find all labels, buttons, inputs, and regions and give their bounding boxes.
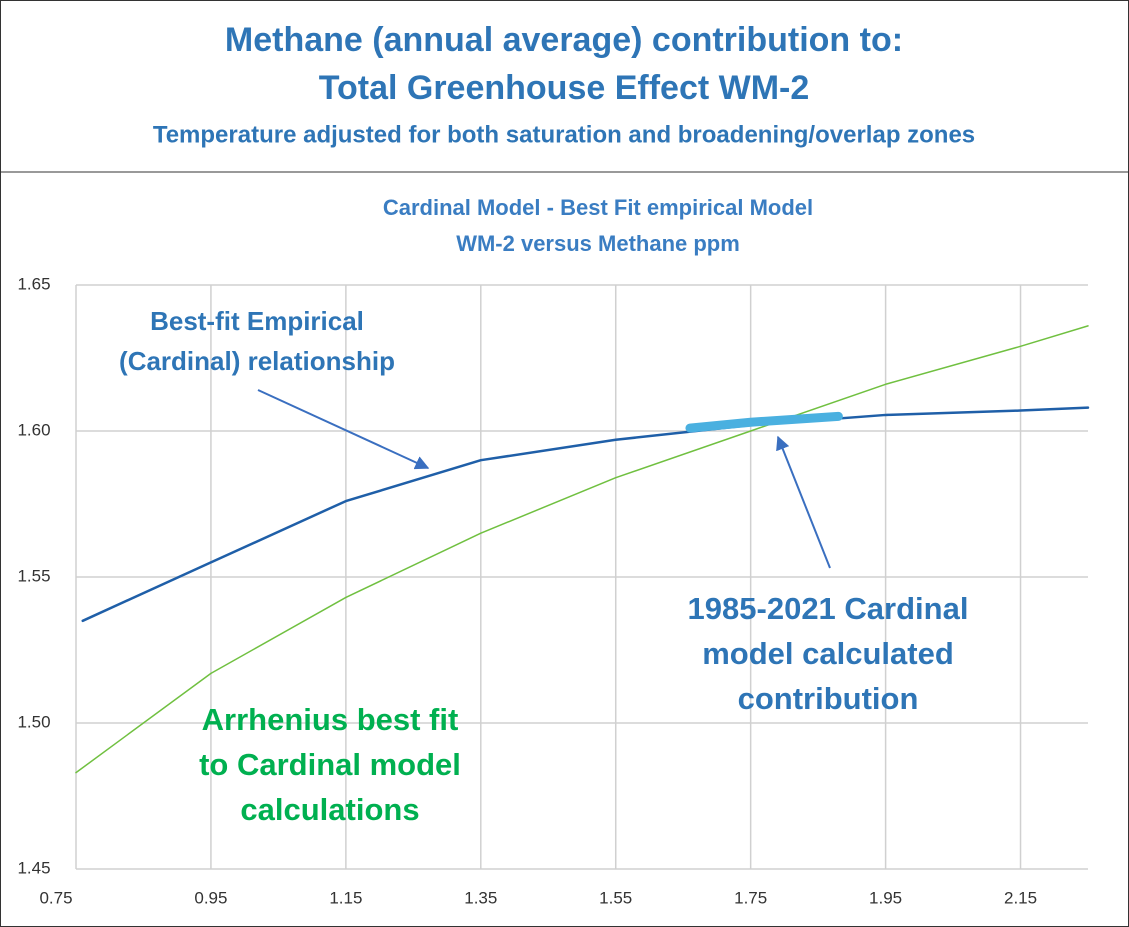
x-tick-label: 0.95 bbox=[194, 888, 227, 907]
y-tick-label: 1.50 bbox=[17, 712, 50, 731]
annotation: to Cardinal model bbox=[199, 747, 461, 782]
chart-title: WM-2 versus Methane ppm bbox=[456, 231, 740, 256]
annotation: (Cardinal) relationship bbox=[119, 346, 395, 376]
series-line bbox=[75, 325, 1089, 774]
annotation: model calculated bbox=[702, 636, 954, 671]
annotations: Best-fit Empirical (Cardinal) relationshi… bbox=[119, 306, 968, 827]
series-line bbox=[685, 411, 843, 433]
annotation: Best-fit Empirical bbox=[150, 306, 364, 336]
y-tick-label: 1.65 bbox=[17, 274, 50, 293]
y-tick-label: 1.45 bbox=[17, 858, 50, 877]
y-tick-label: 1.60 bbox=[17, 420, 50, 439]
annotation: contribution bbox=[738, 681, 919, 716]
x-tick-label: 1.55 bbox=[599, 888, 632, 907]
annotation: calculations bbox=[240, 792, 419, 827]
x-tick-label: 0.75 bbox=[39, 888, 72, 907]
page-subtitle: Temperature adjusted for both saturation… bbox=[153, 121, 975, 148]
y-tick-label: 1.55 bbox=[17, 566, 50, 585]
annotation: Arrhenius best fit bbox=[202, 702, 459, 737]
x-tick-label: 1.35 bbox=[464, 888, 497, 907]
x-tick-label: 1.75 bbox=[734, 888, 767, 907]
annotation: 1985-2021 Cardinal bbox=[688, 591, 969, 626]
chart-title: Cardinal Model - Best Fit empirical Mode… bbox=[383, 195, 813, 220]
x-tick-label: 1.95 bbox=[869, 888, 902, 907]
x-tick-label: 2.15 bbox=[1004, 888, 1037, 907]
page-title: Total Greenhouse Effect WM-2 bbox=[319, 69, 810, 107]
arrow bbox=[257, 389, 430, 470]
series-line bbox=[81, 406, 1090, 623]
plot: 1.45 1.50 1.55 1.60 1.65 0.75 0.95 1.15 1.35 1.55… bbox=[17, 274, 1090, 907]
page-title: Methane (annual average) contribution to… bbox=[225, 21, 903, 59]
x-tick-label: 1.15 bbox=[329, 888, 362, 907]
arrow bbox=[776, 435, 831, 569]
